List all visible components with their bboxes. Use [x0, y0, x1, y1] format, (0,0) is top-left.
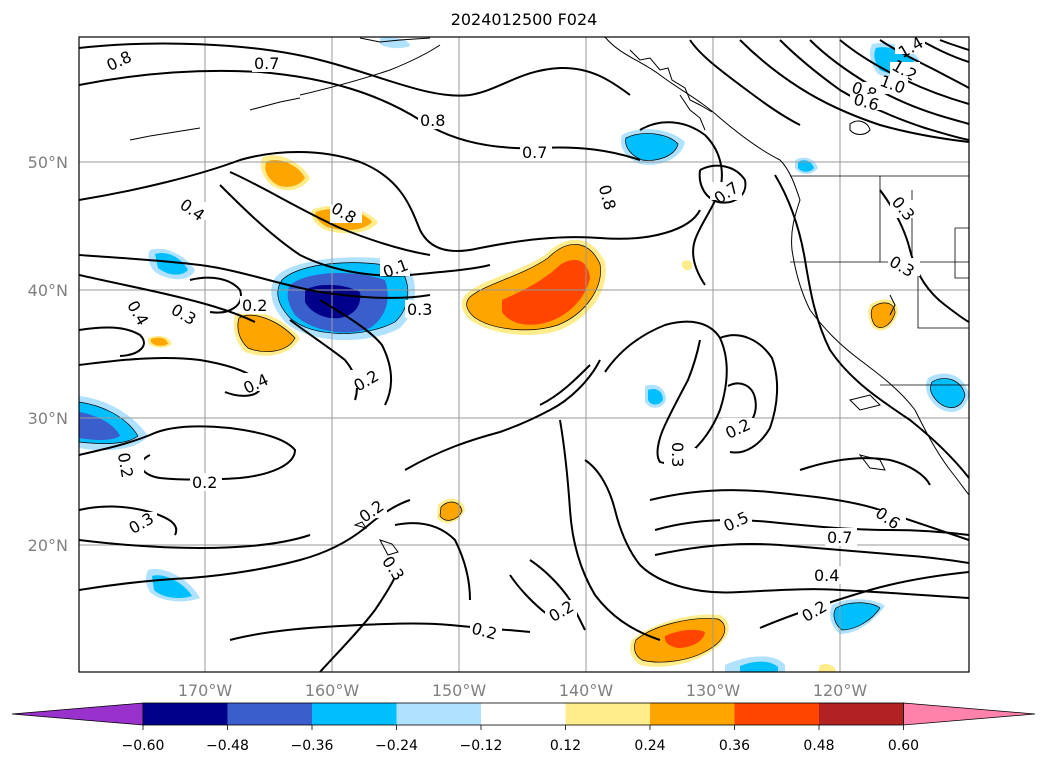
contour-label: 0.3 [407, 300, 432, 319]
colorbar-tick-label: 0.48 [803, 738, 834, 754]
contour-label: 0.3 [668, 442, 687, 467]
contour-label: 0.7 [522, 143, 547, 162]
contour-label: 0.2 [114, 451, 137, 479]
colorbar-tick-label: −0.48 [206, 738, 249, 754]
colorbar-extend-max [903, 702, 1036, 726]
contour-label: 0.2 [192, 473, 217, 492]
colorbar-tick-label: 0.36 [719, 738, 750, 754]
lat-label: 40°N [28, 281, 68, 300]
colorbar-segment [312, 703, 397, 725]
lat-label: 20°N [28, 536, 68, 555]
colorbar-segment [227, 703, 312, 725]
pos-region-ff4500 [502, 259, 590, 325]
contour-lines [79, 39, 969, 672]
colorbar-tick-label: 0.24 [634, 738, 665, 754]
colorbar-extend-min [11, 702, 144, 726]
colorbar-segment [650, 703, 735, 725]
lon-label: 160°W [305, 681, 360, 700]
colorbar-tick-label: −0.36 [291, 738, 334, 754]
map-panel: 0.8 0.7 0.8 0.7 0.4 0.8 0.1 0.3 0.2 0.3 … [79, 37, 969, 672]
lon-label: 130°W [686, 681, 741, 700]
colorbar-segment [819, 703, 904, 725]
colorbar-tick-label: 0.12 [550, 738, 581, 754]
coastlines [129, 37, 969, 556]
lon-label: 150°W [432, 681, 487, 700]
colorbar-segment [481, 703, 566, 725]
lon-label: 120°W [813, 681, 868, 700]
colorbar-tick-label: −0.60 [122, 738, 165, 754]
longitude-labels: 170°W 160°W 150°W 140°W 130°W 120°W [178, 681, 868, 700]
graticule [79, 37, 969, 672]
contour-label: 0.7 [827, 528, 852, 547]
contour-label: 0.2 [242, 296, 267, 315]
contour-label: 0.8 [420, 111, 445, 130]
map-title: 2024012500 F024 [451, 10, 598, 29]
neg-region-00008b [305, 284, 361, 319]
lat-label: 30°N [28, 409, 68, 428]
colorbar: −0.60 −0.48 −0.36 −0.24 −0.12 0.12 0.24 … [11, 702, 1036, 754]
colorbar-tick-label: 0.60 [888, 738, 919, 754]
shaded-outlines [79, 133, 966, 663]
colorbar-segment [143, 703, 228, 725]
latitude-labels: 50°N 40°N 30°N 20°N [28, 153, 68, 555]
lat-label: 50°N [28, 153, 68, 172]
contour-label: 0.4 [814, 566, 839, 585]
lon-label: 170°W [178, 681, 233, 700]
contour-label: 0.7 [254, 54, 279, 73]
colorbar-segment [396, 703, 481, 725]
colorbar-tick-label: −0.24 [375, 738, 418, 754]
colorbar-segment [565, 703, 650, 725]
colorbar-tick-label: −0.12 [460, 738, 503, 754]
map-frame [78, 36, 970, 673]
lon-label: 140°W [559, 681, 614, 700]
colorbar-segment [734, 703, 819, 725]
